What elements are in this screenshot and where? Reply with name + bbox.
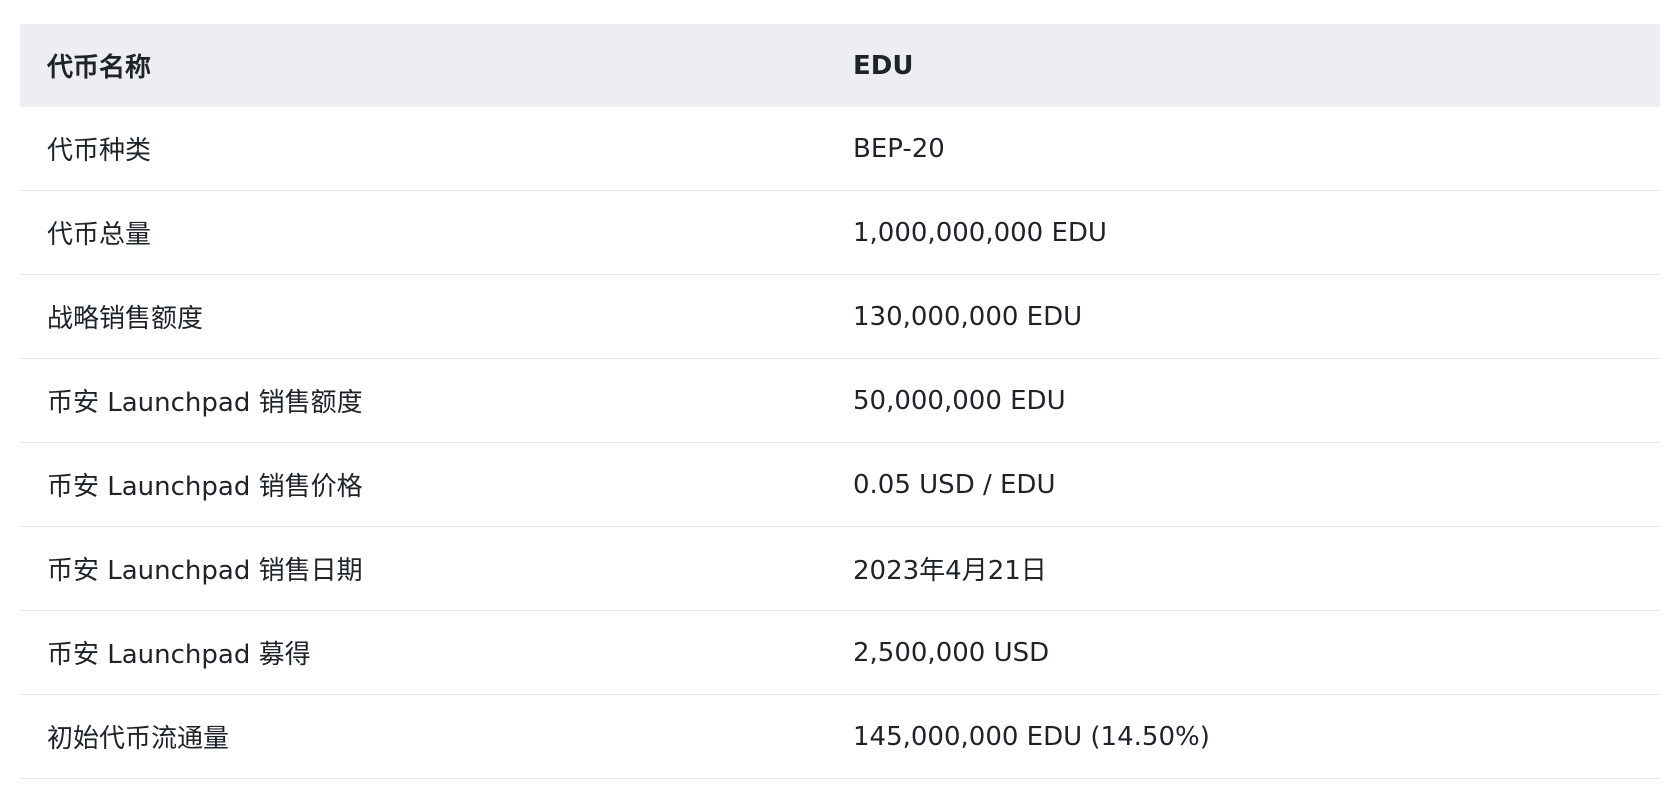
header-label-cell: 代币名称 (47, 53, 152, 83)
row-value: 2023年4月21日 (853, 556, 1047, 586)
token-info-table: 代币名称 EDU 代币种类 BEP-20 代币总量 1,000,000,000 … (20, 24, 1660, 779)
row-value: 0.05 USD / EDU (853, 469, 1056, 500)
table-row: 战略销售额度 130,000,000 EDU (20, 275, 1660, 359)
row-label: 币安 Launchpad 销售日期 (47, 556, 363, 586)
row-label: 战略销售额度 (47, 304, 204, 334)
row-label: 币安 Launchpad 销售额度 (47, 388, 363, 418)
row-value: 2,500,000 USD (853, 637, 1050, 668)
row-label: 代币种类 (47, 136, 152, 166)
header-value-cell: EDU (853, 50, 914, 81)
row-value: 1,000,000,000 EDU (853, 217, 1107, 248)
row-label: 代币总量 (47, 220, 152, 250)
table-row: 币安 Launchpad 募得 2,500,000 USD (20, 611, 1660, 695)
row-label: 币安 Launchpad 募得 (47, 640, 311, 670)
table-row: 代币种类 BEP-20 (20, 107, 1660, 191)
table-row: 币安 Launchpad 销售日期 2023年4月21日 (20, 527, 1660, 611)
row-label: 初始代币流通量 (47, 724, 230, 754)
table-row: 币安 Launchpad 销售额度 50,000,000 EDU (20, 359, 1660, 443)
token-info-table-container: 代币名称 EDU 代币种类 BEP-20 代币总量 1,000,000,000 … (20, 24, 1660, 779)
table-row: 初始代币流通量 145,000,000 EDU (14.50%) (20, 695, 1660, 779)
row-value: 130,000,000 EDU (853, 301, 1083, 332)
table-row: 币安 Launchpad 销售价格 0.05 USD / EDU (20, 443, 1660, 527)
row-value: 50,000,000 EDU (853, 385, 1066, 416)
table-row: 代币总量 1,000,000,000 EDU (20, 191, 1660, 275)
row-label: 币安 Launchpad 销售价格 (47, 472, 363, 502)
table-header-row: 代币名称 EDU (20, 24, 1660, 107)
row-value: BEP-20 (853, 133, 945, 164)
row-value: 145,000,000 EDU (14.50%) (853, 721, 1210, 752)
